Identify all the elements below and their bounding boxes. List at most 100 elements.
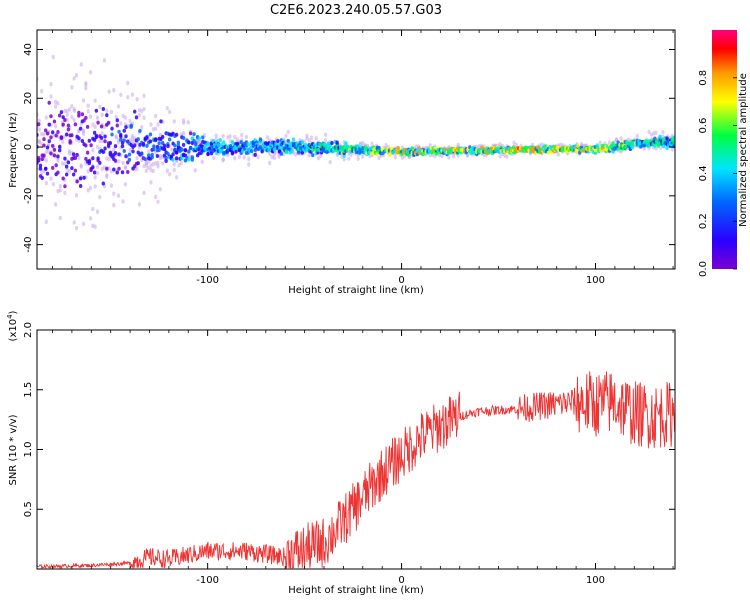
spectrogram-halo-cell [116,140,121,145]
spectrogram-cell [342,153,346,158]
spectrogram-cell [117,152,121,157]
spectrogram-halo-cell [54,124,58,129]
colorbar: 0.0 0.2 0.4 0.6 0.8 Normalized spectral ampl… [698,30,749,277]
spectrogram-halo-cell [316,156,321,161]
snr-x-ticks: -100 0 100 [52,330,674,586]
spectrogram-halo-cell [154,126,158,131]
spectrogram-halo-cell [93,124,97,129]
spectrogram-cell [42,153,46,158]
spectrogram-halo-cell [247,156,251,162]
spectrogram-cell [78,176,83,181]
spectrogram-cell [78,126,83,131]
spectrogram-halo-cell [65,117,69,123]
spectrogram-x-axis-label: Height of straight line (km) [288,285,424,296]
spectrogram-cell [192,132,196,137]
spectrogram-cell [105,113,109,118]
spectrogram-x-ticks: -100 0 100 [52,30,674,286]
y-tick-label: 40 [23,43,34,56]
spectrogram-halo-cell [172,167,176,173]
spectrogram-cell [112,167,116,172]
spectrogram-halo-cell [70,104,74,109]
spectrogram-cell [78,183,83,188]
spectrogram-halo-cell [130,92,135,97]
spectrogram-cell [291,137,296,142]
spectrogram-halo-cell [309,135,314,140]
spectrogram-cell [133,143,137,148]
spectrogram-halo-cell [233,134,237,140]
spectrogram-halo-cell [60,139,65,145]
spectrogram-cell [166,151,170,156]
spectrogram-halo-cell [172,119,176,124]
spectrogram-cell [249,149,254,154]
spectrogram-halo-cell [44,180,48,186]
spectrogram-cell [47,139,51,144]
spectrogram-halo-cell [214,133,218,138]
spectrogram-cell [87,158,92,163]
x-tick-label: 0 [398,275,404,286]
spectrogram-cell [171,152,175,157]
spectrogram-halo-cell [147,159,151,164]
spectrogram-cell [101,107,106,112]
spectrogram-cell [150,152,154,157]
spectrogram-halo-cell [79,164,83,169]
spectrogram-halo-cell [65,112,69,117]
spectrogram-halo-cell [140,125,144,130]
spectrogram-cell [153,137,158,142]
spectrogram-halo-cell [105,174,109,180]
spectrogram-cell [113,151,118,156]
spectrogram-halo-cell [221,157,225,163]
spectrogram-halo-cell [319,153,323,158]
spectrogram-cell [181,136,186,141]
spectrogram-halo-cell [268,151,272,157]
spectrogram-halo-cell [67,107,72,112]
spectrogram-halo-cell [123,182,128,187]
spectrogram-halo-cell [95,144,100,150]
spectrogram-cell [145,135,149,140]
spectrogram-cell [174,156,179,161]
spectrogram-cell [115,118,119,123]
spectrogram-cell [300,140,304,145]
spectrogram-cell [335,140,339,145]
spectrogram-cell [122,138,126,143]
snr-panel: -100 0 100 0.5 1.0 1.5 2.0 Height of straight… [6,310,676,596]
spectrogram-halo-cell [284,133,288,139]
spectrogram-halo-cell [221,133,225,139]
spectrogram-cell [120,170,125,175]
x-tick-label: -100 [196,275,219,286]
spectrogram-halo-cell [72,220,76,225]
spectrogram-halo-cell [79,62,83,67]
spectrogram-halo-cell [109,109,114,115]
spectrogram-halo-cell [91,206,95,212]
spectrogram-halo-cell [451,154,456,159]
spectrogram-cell [82,175,86,180]
spectrogram-halo-cell [112,191,116,196]
spectrogram-halo-cell [642,146,646,151]
spectrogram-halo-cell [598,140,602,146]
spectrogram-cell [134,115,139,120]
spectrogram-cell [173,143,177,148]
spectrogram-halo-cell [142,106,146,112]
spectrogram-cell [80,138,85,143]
spectrogram-cell [127,152,132,157]
spectrogram-halo-cell [49,176,53,181]
spectrogram-cell [38,166,43,171]
spectrogram-halo-cell [72,117,76,123]
spectrogram-cell [73,156,78,161]
spectrogram-cell [129,124,133,129]
spectrogram-cell [155,144,160,149]
x-tick-label: 100 [586,575,605,586]
colorbar-tick-label: 0.6 [698,118,709,134]
spectrogram-cell [85,124,90,129]
spectrogram-cell [57,113,62,118]
spectrogram-halo-cell [156,164,160,169]
spectrogram-halo-cell [126,95,130,100]
spectrogram-cell [174,150,179,155]
spectrogram-cell [672,135,675,140]
spectrogram-halo-cell [86,188,90,193]
spectrogram-halo-cell [182,120,186,125]
spectrogram-cell [99,124,104,129]
spectrogram-cell [101,181,106,186]
colorbar-tick-label: 0.0 [698,261,709,277]
spectrogram-halo-cell [158,187,162,192]
spectrogram-cell [543,144,547,149]
